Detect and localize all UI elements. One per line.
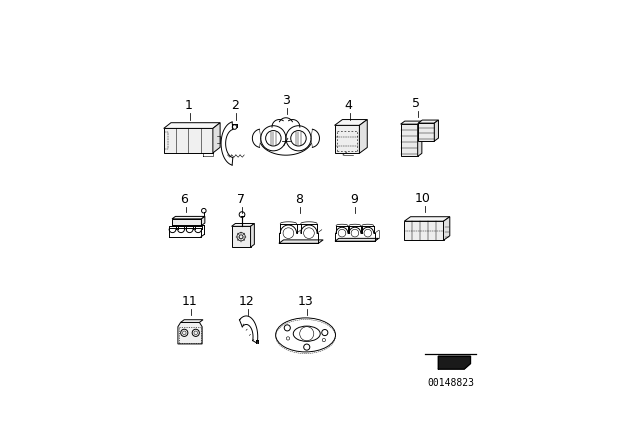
Polygon shape [404,217,450,221]
Polygon shape [444,217,450,240]
Polygon shape [401,124,418,156]
Polygon shape [279,240,323,243]
Polygon shape [418,121,422,156]
Text: 2: 2 [231,99,239,112]
Polygon shape [335,120,367,125]
Text: 7: 7 [237,193,245,206]
Polygon shape [438,356,470,369]
Polygon shape [360,120,367,153]
Text: 4: 4 [345,99,353,112]
Polygon shape [172,219,202,225]
Text: 5: 5 [412,97,420,110]
Polygon shape [164,123,220,129]
Text: 9: 9 [350,193,358,206]
Text: 11: 11 [182,295,198,308]
Text: 13: 13 [298,295,314,308]
Polygon shape [435,120,438,141]
Text: 8: 8 [294,193,303,206]
Polygon shape [178,323,202,344]
Text: 1: 1 [184,99,192,112]
Polygon shape [335,125,360,153]
Polygon shape [213,123,220,153]
Polygon shape [232,224,254,226]
Polygon shape [335,238,379,241]
Polygon shape [401,121,422,124]
Text: 00148823: 00148823 [427,379,474,388]
Text: 12: 12 [238,295,254,308]
Polygon shape [418,120,438,123]
Polygon shape [180,320,203,323]
Text: 6: 6 [180,193,188,206]
Polygon shape [202,216,205,225]
Polygon shape [172,216,205,219]
Polygon shape [418,123,435,141]
Text: 3: 3 [282,94,290,107]
Polygon shape [232,226,250,247]
Polygon shape [250,224,254,247]
Polygon shape [404,221,444,240]
Polygon shape [164,129,213,153]
Text: 10: 10 [415,192,431,205]
